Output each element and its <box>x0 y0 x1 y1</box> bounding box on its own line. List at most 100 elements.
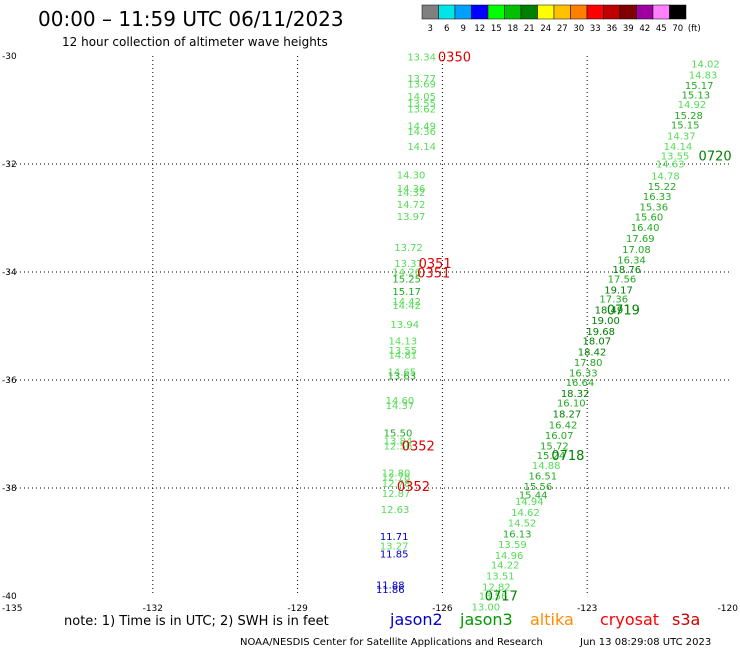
wave-height-point: 15.36 <box>639 203 668 214</box>
x-tick-label: -126 <box>432 604 453 614</box>
x-tick-label: -135 <box>2 604 22 614</box>
satellite-legend-jason3: jason3 <box>459 610 513 629</box>
satellite-legend-altika: altika <box>530 610 574 629</box>
wave-height-point: 15.13 <box>681 90 710 101</box>
wave-height-point: 14.63 <box>656 160 685 171</box>
y-tick-label: -32 <box>2 160 17 170</box>
scale-swatch <box>553 4 571 20</box>
scale-label: 9 <box>461 24 466 34</box>
wave-height-point: 13.84 <box>384 437 413 448</box>
pass-time-label: 0718 <box>551 449 584 464</box>
data-points: 13.3413.7713.6914.0513.5513.6214.4914.36… <box>376 53 720 614</box>
wave-height-point: 15.72 <box>540 441 569 452</box>
wave-height-point: 14.42 <box>392 297 421 308</box>
wave-height-point: 14.96 <box>495 551 524 562</box>
scale-label: 21 <box>524 24 535 34</box>
wave-height-point: 14.88 <box>532 461 561 472</box>
wave-height-point: 12.78 <box>382 473 411 484</box>
wave-height-point: 14.05 <box>407 92 436 103</box>
wave-height-point: 17.56 <box>608 275 637 286</box>
scale-swatch <box>438 4 456 20</box>
wave-height-point: 14.62 <box>511 508 540 519</box>
wave-height-point: 12.56 <box>384 441 413 452</box>
scale-label: 42 <box>639 24 650 34</box>
scale-label: (ft) <box>688 24 701 34</box>
scale-swatch <box>636 4 654 20</box>
wave-height-point: 12.78 <box>382 479 411 490</box>
scale-label: 6 <box>444 24 449 34</box>
note-text: note: 1) Time is in UTC; 2) SWH is in fe… <box>64 614 329 629</box>
satellite-legend-s3a: s3a <box>672 610 700 629</box>
satellite-legend-cryosat: cryosat <box>600 610 659 629</box>
wave-height-point: 16.33 <box>569 368 598 379</box>
y-tick-label: -38 <box>2 484 17 494</box>
scale-label: 3 <box>428 24 433 34</box>
wave-height-point: 14.37 <box>667 131 696 142</box>
wave-height-point: 15.60 <box>635 212 664 223</box>
wave-height-point: 18.07 <box>583 337 612 348</box>
scale-swatch <box>619 4 637 20</box>
wave-height-point: 14.36 <box>397 184 426 195</box>
wave-height-point: 13.94 <box>390 320 419 331</box>
wave-height-point: 13.55 <box>407 99 436 110</box>
x-tick-label: -120 <box>718 604 739 614</box>
wave-height-point: 14.83 <box>689 70 718 81</box>
scale-swatch <box>652 4 670 20</box>
scale-swatch <box>471 4 489 20</box>
wave-height-point: 13.77 <box>407 74 436 85</box>
plot-grid <box>8 56 732 596</box>
scale-swatch <box>603 4 621 20</box>
wave-height-point: 14.60 <box>386 396 415 407</box>
wave-height-point: 14.36 <box>407 127 436 138</box>
wave-height-point: 13.59 <box>498 540 527 551</box>
x-tick-label: -132 <box>143 604 163 614</box>
wave-height-point: 16.64 <box>566 378 595 389</box>
scale-label: 27 <box>557 24 568 34</box>
wave-height-point: 18.27 <box>553 410 582 421</box>
wave-height-point: 15.22 <box>648 182 677 193</box>
wave-height-point: 15.15 <box>671 121 700 132</box>
wave-height-point: 16.13 <box>503 529 532 540</box>
wave-height-point: 14.78 <box>651 171 680 182</box>
scale-label: 36 <box>606 24 617 34</box>
wave-height-point: 14.81 <box>389 351 418 362</box>
x-tick-label: -129 <box>287 604 308 614</box>
wave-height-point: 15.17 <box>392 287 421 298</box>
wave-height-point: 17.69 <box>626 234 655 245</box>
scale-label: 39 <box>623 24 634 34</box>
pass-time-label: 0351 <box>417 267 450 282</box>
wave-height-point: 13.34 <box>407 53 436 64</box>
scale-swatch <box>537 4 555 20</box>
scale-swatch <box>669 4 687 20</box>
scale-swatch <box>487 4 505 20</box>
wave-height-point: 15.50 <box>384 428 413 439</box>
wave-height-point: 12.63 <box>381 505 410 516</box>
y-tick-label: -30 <box>2 52 17 62</box>
wave-height-point: 14.42 <box>392 301 421 312</box>
wave-height-point: 16.07 <box>545 431 574 442</box>
wave-height-point: 14.30 <box>397 170 426 181</box>
scale-swatch <box>520 4 538 20</box>
chart-title: 00:00 – 11:59 UTC 06/11/2023 <box>38 7 344 31</box>
wave-height-point: 12.87 <box>382 489 411 500</box>
wave-height-point: 14.37 <box>386 401 415 412</box>
wave-height-point: 16.42 <box>549 420 578 431</box>
satellite-legend-jason2: jason2 <box>389 610 443 629</box>
wave-height-point: 13.56 <box>479 592 508 603</box>
wave-height-point: 13.97 <box>397 212 426 223</box>
pass-time-label: 0717 <box>485 590 518 605</box>
wave-height-point: 15.44 <box>519 491 548 502</box>
wave-height-point: 16.40 <box>631 223 660 234</box>
pass-time-label: 0352 <box>402 439 435 454</box>
wave-height-point: 17.08 <box>622 245 651 256</box>
wave-height-point: 13.62 <box>407 104 436 115</box>
scale-label: 45 <box>656 24 667 34</box>
scale-label: 12 <box>474 24 485 34</box>
wave-height-point: 13.27 <box>380 541 409 552</box>
wave-height-point: 14.49 <box>407 122 436 133</box>
wave-height-point: 11.88 <box>376 581 405 592</box>
scale-label: 24 <box>540 24 551 34</box>
wave-height-point: 11.71 <box>380 532 409 543</box>
footer-timestamp: Jun 13 08:29:08 UTC 2023 <box>579 637 711 648</box>
